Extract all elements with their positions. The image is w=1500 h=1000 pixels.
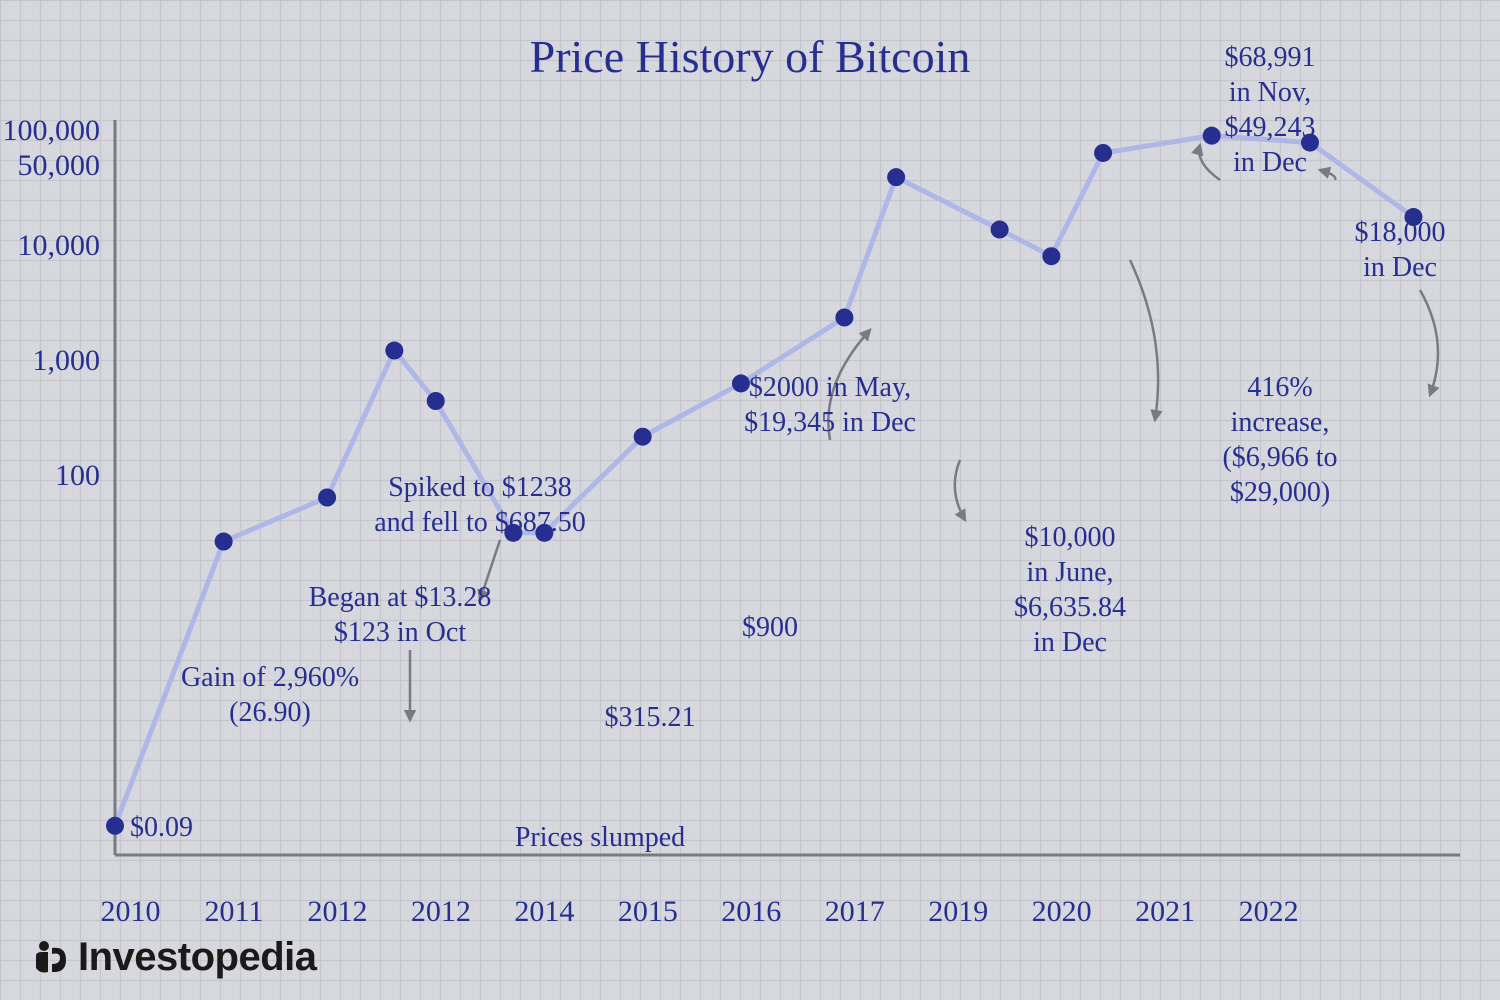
y-tick-label: 100 <box>55 459 100 493</box>
y-tick-label: 1,000 <box>33 344 101 378</box>
chart-annotation: 416% increase, ($6,966 to $29,000) <box>1222 370 1337 510</box>
x-tick-label: 2012 <box>307 895 367 929</box>
chart-annotation: $18,000 in Dec <box>1355 215 1446 285</box>
chart-annotation: $900 <box>742 610 798 645</box>
x-tick-label: 2016 <box>721 895 781 929</box>
y-tick-label: 10,000 <box>18 229 101 263</box>
investopedia-icon <box>30 938 70 978</box>
chart-annotation: Spiked to $1238 and fell to $687.50 <box>374 470 586 540</box>
x-tick-label: 2021 <box>1135 895 1195 929</box>
x-tick-label: 2010 <box>101 895 161 929</box>
x-tick-label: 2012 <box>411 895 471 929</box>
chart-annotation: $68,991 in Nov, $49,243 in Dec <box>1225 40 1316 180</box>
x-tick-label: 2017 <box>825 895 885 929</box>
chart-annotation: $10,000 in June, $6,635.84 in Dec <box>1014 520 1126 660</box>
x-tick-label: 2011 <box>205 895 264 929</box>
y-tick-label: 50,000 <box>18 149 101 183</box>
chart-annotation: Prices slumped <box>515 820 685 855</box>
y-tick-label: 100,000 <box>3 114 101 148</box>
chart-annotation: $315.21 <box>605 700 696 735</box>
x-tick-label: 2022 <box>1239 895 1299 929</box>
brand-text: Investopedia <box>78 935 317 980</box>
x-tick-label: 2015 <box>618 895 678 929</box>
chart-annotation: Began at $13.28 $123 in Oct <box>309 580 492 650</box>
brand-logo: Investopedia <box>30 935 317 980</box>
chart-annotation: $0.09 <box>130 810 193 845</box>
x-tick-label: 2019 <box>928 895 988 929</box>
chart-annotation: $2000 in May, $19,345 in Dec <box>744 370 916 440</box>
chart-annotation: Gain of 2,960% (26.90) <box>181 660 359 730</box>
x-tick-label: 2014 <box>514 895 574 929</box>
x-tick-label: 2020 <box>1032 895 1092 929</box>
